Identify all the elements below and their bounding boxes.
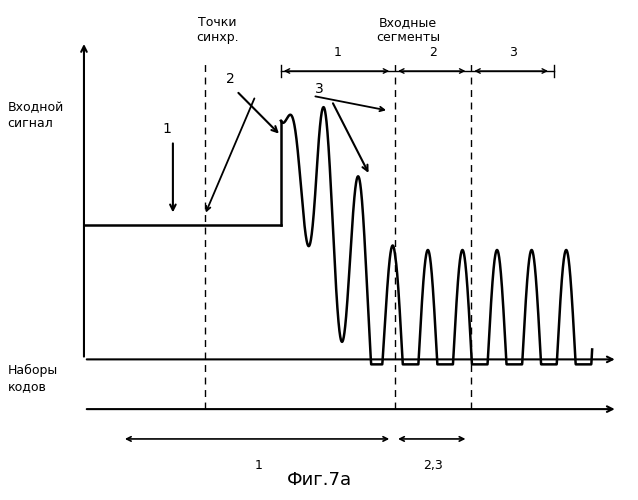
Text: 3: 3 xyxy=(315,82,323,96)
Text: 2,3: 2,3 xyxy=(424,459,443,472)
Text: 3: 3 xyxy=(509,46,517,59)
Text: 2: 2 xyxy=(429,46,437,59)
Text: Фиг.7а: Фиг.7а xyxy=(286,470,352,488)
Text: Точки
синхр.: Точки синхр. xyxy=(196,16,239,44)
Text: 2: 2 xyxy=(226,72,234,86)
Text: 1: 1 xyxy=(255,459,263,472)
Text: 1: 1 xyxy=(162,122,171,136)
Text: Входные
сегменты: Входные сегменты xyxy=(376,16,440,44)
Text: Входной
сигнал: Входной сигнал xyxy=(8,101,64,130)
Text: 1: 1 xyxy=(334,46,342,59)
Text: Наборы
кодов: Наборы кодов xyxy=(8,364,58,394)
